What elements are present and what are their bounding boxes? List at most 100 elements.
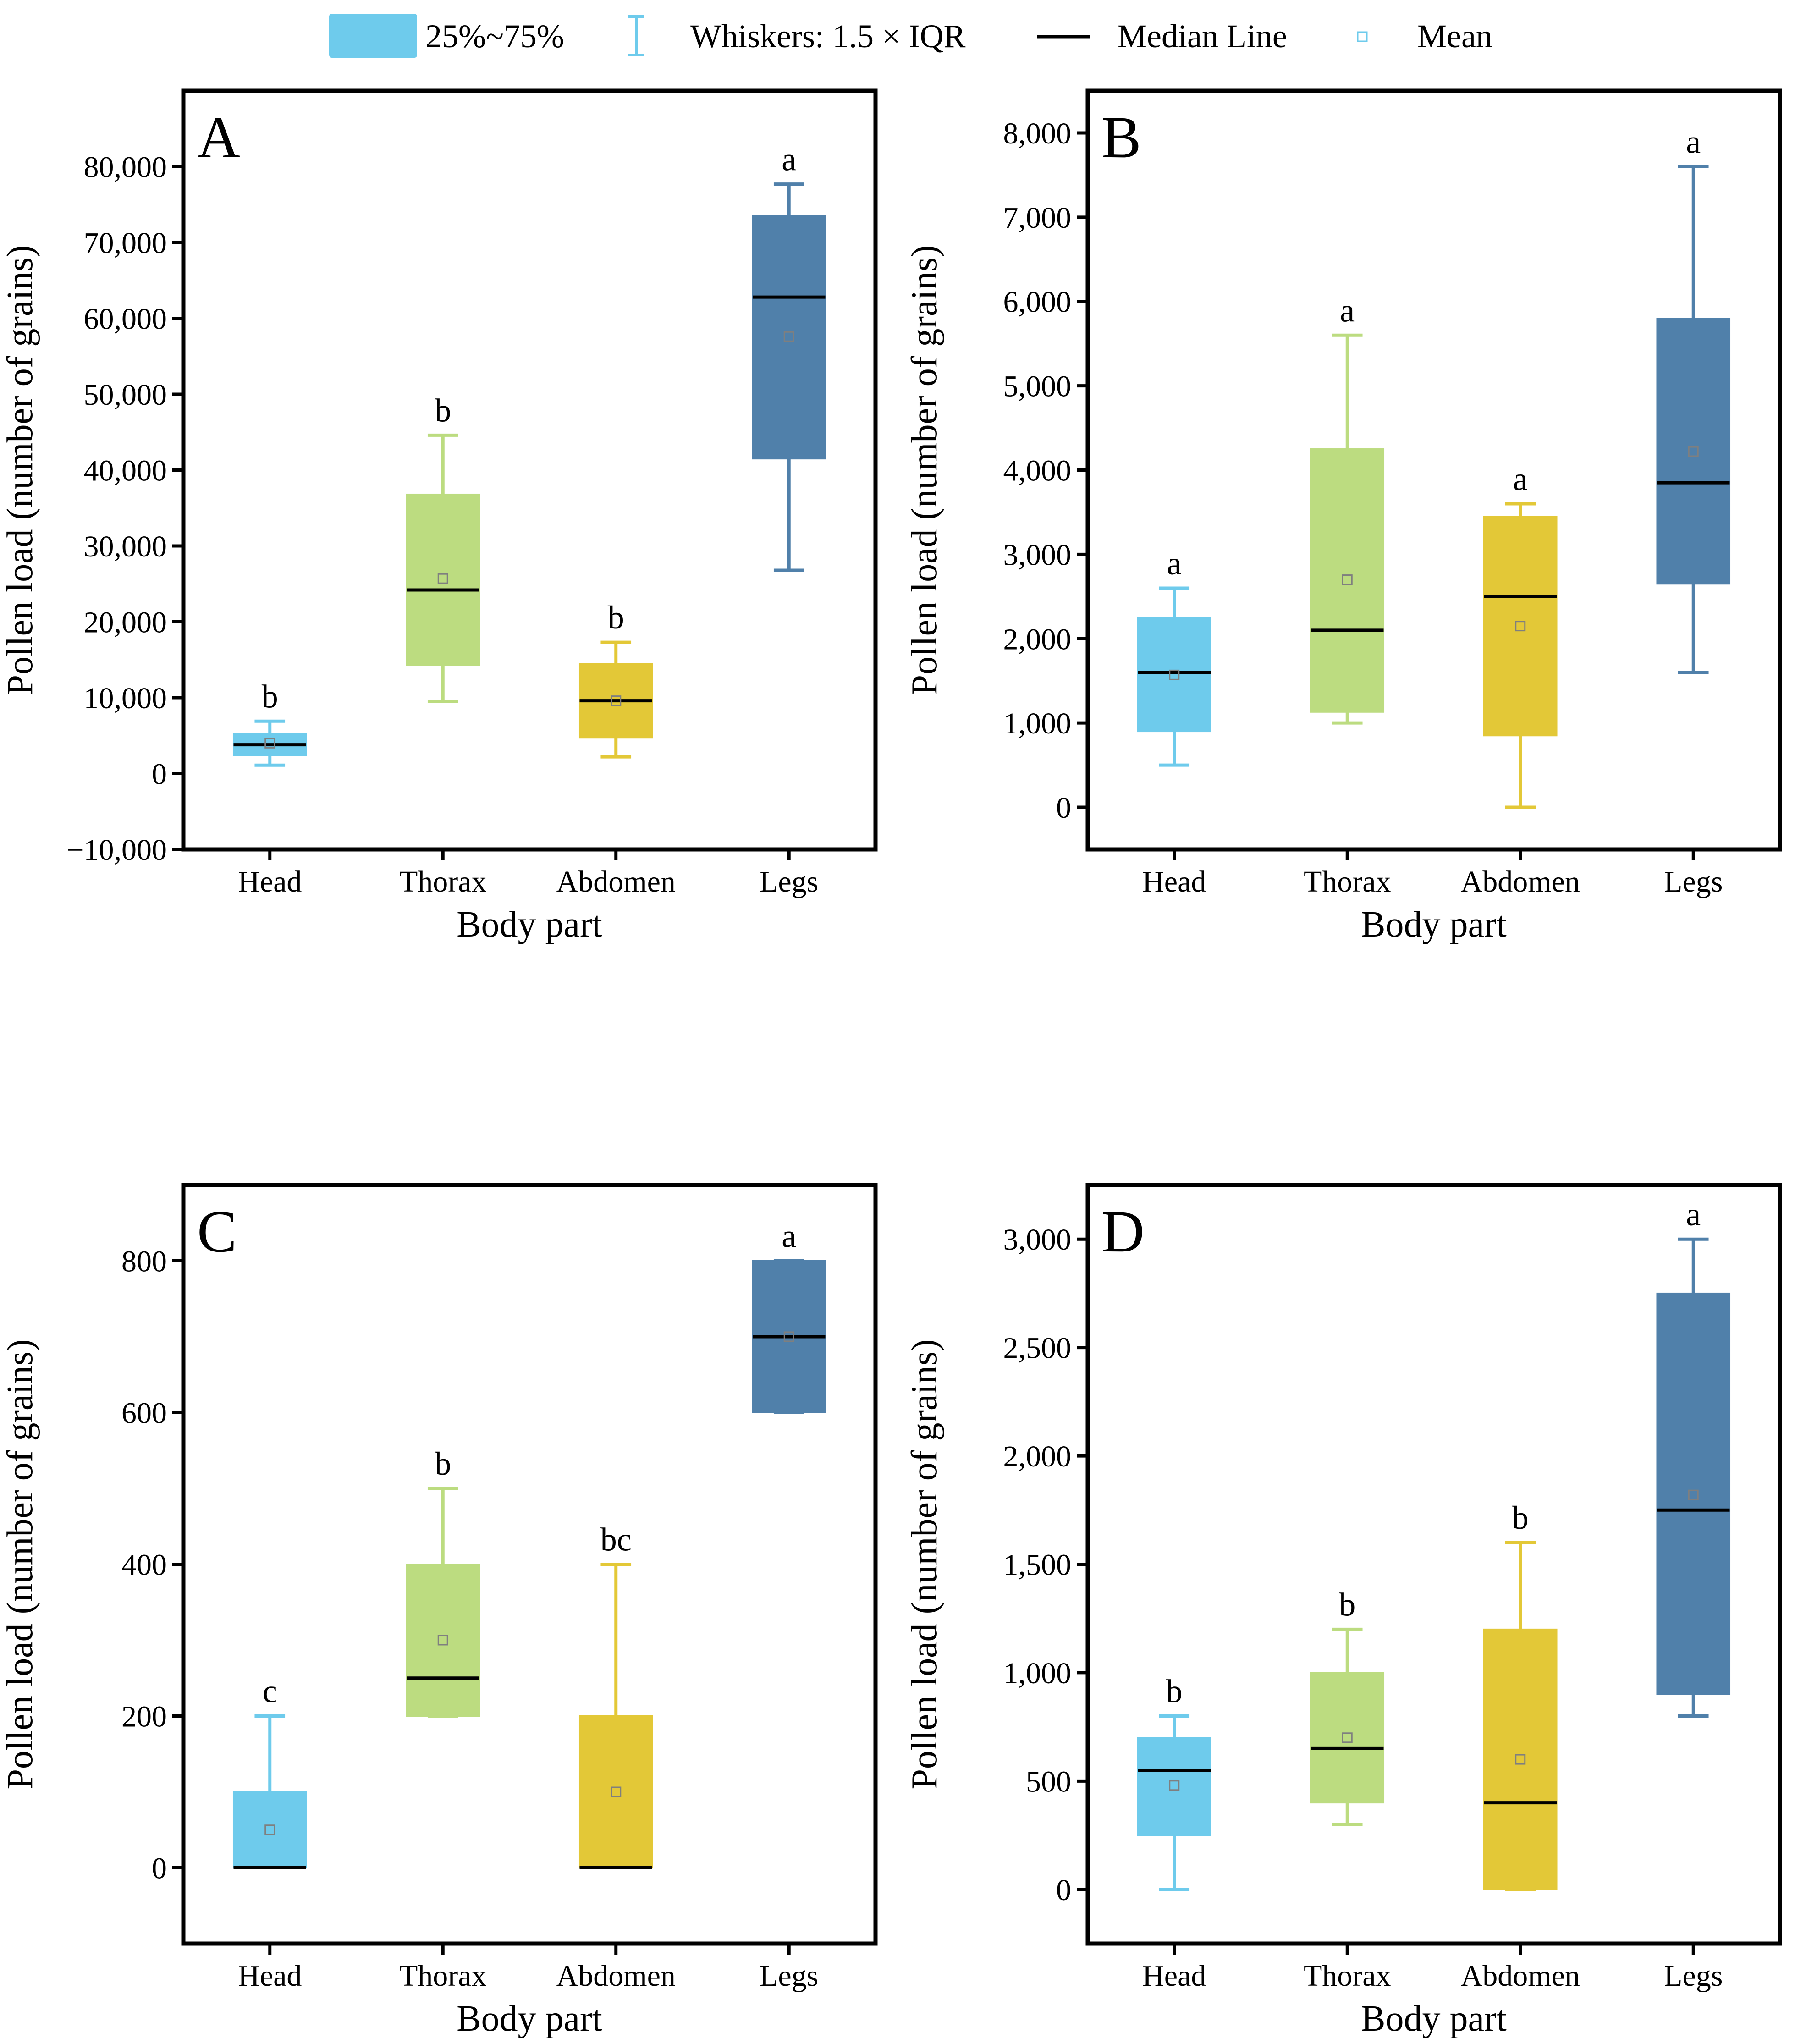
panel-b-iqr-box-head	[1137, 617, 1211, 733]
panel-c-y-tick-label: 0	[152, 1852, 167, 1885]
legend-box-swatch	[329, 14, 417, 58]
panel-b-y-tick-label: 6,000	[1003, 286, 1072, 319]
panel-d-significance-letter-legs: a	[1686, 1196, 1701, 1233]
panel-d-box-head: b	[1137, 1673, 1211, 1891]
panel-d-iqr-box-head	[1137, 1737, 1211, 1836]
panel-a-significance-letter-thorax: b	[435, 392, 451, 429]
panel-b-box-thorax: a	[1310, 292, 1385, 725]
panel-b-y-tick-label: 8,000	[1003, 117, 1072, 150]
panel-c-x-tick-label-thorax: Thorax	[399, 1959, 487, 1993]
panel-a-mean-marker-legs	[783, 331, 794, 342]
panel-c-y-tick-label: 400	[121, 1548, 167, 1582]
panel-b: B 0 1,000 2,000 3,000 4,000 5,000 6,000 7,000 8,0…	[904, 88, 1782, 945]
panel-c-box-head: c	[232, 1673, 307, 1869]
panel-a-mean-marker-head	[264, 738, 275, 749]
panel-c-x-tick-label-head: Head	[238, 1959, 302, 1993]
panel-b-y-axis-label: Pollen load (number of grains)	[904, 245, 945, 695]
panel-a-significance-letter-legs: a	[782, 141, 796, 178]
panel-d-y-tick-label: 3,000	[1003, 1223, 1072, 1256]
legend-mean-label: Mean	[1417, 18, 1492, 55]
panel-a-box-thorax: b	[406, 392, 480, 703]
panel-a-y-tick-label: 50,000	[84, 378, 167, 412]
panel-d-y-tick-label: 1,500	[1003, 1548, 1072, 1582]
panel-b-x-tick-label-abdomen: Abdomen	[1461, 865, 1580, 898]
panel-d-y-tick-label: 1,000	[1003, 1657, 1072, 1690]
panel-b-y-tick-label: 1,000	[1003, 707, 1072, 740]
panel-d-box-thorax: b	[1310, 1586, 1385, 1826]
panel-a-y-tick-label: 0	[152, 758, 167, 791]
panel-c-mean-marker-legs	[783, 1331, 794, 1342]
panel-a-box-legs: a	[752, 141, 826, 572]
panel-a-significance-letter-abdomen: b	[608, 599, 624, 636]
panel-c-iqr-box-head	[232, 1791, 307, 1868]
panel-d-iqr-box-legs	[1656, 1292, 1731, 1695]
panel-a-mean-marker-abdomen	[611, 695, 622, 706]
panel-b-box-abdomen: a	[1483, 461, 1558, 809]
panel-b-y-tick-label: 2,000	[1003, 623, 1072, 656]
panel-a-x-tick-label-legs: Legs	[760, 865, 818, 898]
panel-c: C 0 200 400 600 800 Pollen load (number of gra…	[0, 1183, 878, 2039]
panel-b-mean-marker-head	[1169, 669, 1180, 680]
panel-a-y-tick-label: 40,000	[84, 454, 167, 488]
panel-a-y-tick-label: 30,000	[84, 530, 167, 563]
panel-b-significance-letter-abdomen: a	[1513, 461, 1528, 497]
panel-b-box-legs: a	[1656, 124, 1731, 674]
panel-c-x-tick-label-legs: Legs	[760, 1959, 818, 1993]
legend-median-label: Median Line	[1118, 18, 1287, 55]
panel-d-x-axis-label: Body part	[1361, 1999, 1507, 2039]
panel-b-y-tick-label: 3,000	[1003, 538, 1072, 572]
panel-d-mean-marker-abdomen	[1515, 1754, 1526, 1765]
panel-a-y-tick-label: −10,000	[66, 833, 167, 867]
panel-a-y-tick-label: 20,000	[84, 606, 167, 639]
panel-d-mean-marker-thorax	[1342, 1732, 1353, 1743]
panel-d-significance-letter-head: b	[1166, 1673, 1183, 1710]
panel-a-label: A	[197, 105, 240, 171]
panel-c-label: C	[197, 1199, 237, 1265]
panel-d: D 0 500 1,000 1,500 2,000 2,500 3,000 Pollen loa…	[904, 1183, 1782, 2039]
panel-b-box-head: a	[1137, 545, 1211, 767]
panel-a-y-axis-label: Pollen load (number of grains)	[0, 245, 40, 695]
panel-a-x-tick-label-thorax: Thorax	[399, 865, 487, 898]
panel-d-y-tick-label: 500	[1026, 1765, 1071, 1798]
panel-d-y-tick-label: 2,000	[1003, 1440, 1072, 1473]
panel-c-significance-letter-legs: a	[782, 1218, 796, 1255]
panel-d-significance-letter-thorax: b	[1339, 1586, 1355, 1623]
panel-d-x-tick-label-thorax: Thorax	[1304, 1959, 1391, 1993]
panel-d-box-legs: a	[1656, 1196, 1731, 1718]
panel-c-iqr-box-thorax	[406, 1564, 480, 1717]
panel-c-significance-letter-head: c	[263, 1673, 277, 1710]
panel-b-x-tick-label-head: Head	[1142, 865, 1206, 898]
panel-a: A −10,000 0 10,000 20,000 30,000 40,000 50,000 6…	[0, 88, 878, 945]
panel-a-y-tick-label: 60,000	[84, 303, 167, 336]
panel-a-iqr-box-legs	[752, 215, 826, 460]
panel-a-mean-marker-thorax	[437, 573, 448, 584]
panel-b-significance-letter-legs: a	[1686, 124, 1701, 160]
panel-b-y-tick-label: 0	[1056, 791, 1071, 825]
panel-c-y-tick-label: 800	[121, 1245, 167, 1278]
panel-d-y-axis-label: Pollen load (number of grains)	[904, 1339, 945, 1790]
panel-b-iqr-box-abdomen	[1483, 516, 1558, 737]
panel-c-box-abdomen: bc	[578, 1521, 653, 1869]
panel-d-x-tick-label-abdomen: Abdomen	[1461, 1959, 1580, 1993]
panel-c-mean-marker-thorax	[437, 1635, 448, 1646]
panel-c-x-axis-label: Body part	[457, 1999, 602, 2039]
panel-a-significance-letter-head: b	[262, 678, 278, 715]
panel-b-mean-marker-abdomen	[1515, 621, 1526, 632]
panel-a-x-axis-label: Body part	[457, 904, 602, 945]
panel-c-x-tick-label-abdomen: Abdomen	[556, 1959, 676, 1993]
panel-b-label: B	[1101, 105, 1141, 171]
panel-b-mean-marker-thorax	[1342, 574, 1353, 585]
panel-d-x-tick-label-head: Head	[1142, 1959, 1206, 1993]
panel-c-y-axis-label: Pollen load (number of grains)	[0, 1339, 40, 1790]
panel-a-x-tick-label-abdomen: Abdomen	[556, 865, 676, 898]
panel-b-significance-letter-head: a	[1167, 545, 1182, 582]
panel-c-y-tick-label: 200	[121, 1700, 167, 1734]
panel-c-significance-letter-thorax: b	[435, 1445, 451, 1482]
panel-d-significance-letter-abdomen: b	[1512, 1499, 1529, 1536]
panel-b-x-axis-label: Body part	[1361, 904, 1507, 945]
panel-d-iqr-box-thorax	[1310, 1672, 1385, 1804]
panel-d-x-tick-label-legs: Legs	[1664, 1959, 1723, 1993]
panel-d-box-abdomen: b	[1483, 1499, 1558, 1891]
panel-d-y-tick-label: 2,500	[1003, 1332, 1072, 1365]
panel-c-iqr-box-abdomen	[578, 1715, 653, 1868]
